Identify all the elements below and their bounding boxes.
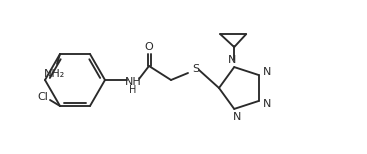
Text: S: S (192, 64, 200, 74)
Text: N: N (263, 99, 271, 109)
Text: NH: NH (125, 77, 141, 87)
Text: N: N (263, 67, 271, 77)
Text: Cl: Cl (37, 92, 48, 102)
Text: NH₂: NH₂ (44, 69, 66, 79)
Text: H: H (129, 85, 137, 95)
Text: N: N (228, 55, 236, 65)
Text: O: O (145, 42, 153, 52)
Text: N: N (233, 112, 241, 122)
